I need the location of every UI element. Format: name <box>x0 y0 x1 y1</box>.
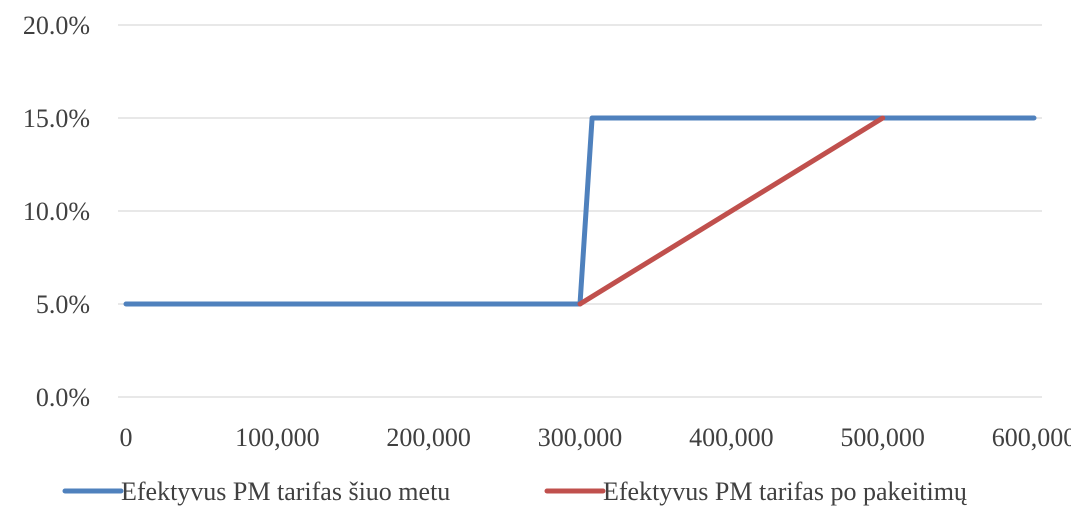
y-tick-label: 15.0% <box>23 104 90 133</box>
y-axis-tick-labels: 0.0% 5.0% 10.0% 15.0% 20.0% <box>23 11 90 412</box>
x-axis-tick-labels: 0 100,000 200,000 300,000 400,000 500,000 600,… <box>120 423 1071 452</box>
x-tick-label: 100,000 <box>235 423 320 452</box>
x-tick-label: 0 <box>120 423 133 452</box>
series-lines <box>123 115 1037 307</box>
legend-label-2: Efektyvus PM tarifas po pakeitimų <box>603 477 968 506</box>
x-tick-label: 600,000 <box>992 423 1071 452</box>
legend-label-1: Efektyvus PM tarifas šiuo metu <box>121 477 450 506</box>
y-tick-label: 10.0% <box>23 197 90 226</box>
y-tick-label: 5.0% <box>36 290 90 319</box>
gridlines <box>118 24 1042 398</box>
y-tick-label: 0.0% <box>36 383 90 412</box>
x-tick-label: 500,000 <box>840 423 925 452</box>
y-tick-label: 20.0% <box>23 11 90 40</box>
x-tick-label: 200,000 <box>386 423 471 452</box>
x-tick-label: 300,000 <box>538 423 623 452</box>
legend: Efektyvus PM tarifas šiuo metu Efektyvus … <box>62 477 968 506</box>
series-line-1 <box>123 115 1037 307</box>
series-line-2 <box>577 115 886 307</box>
x-tick-label: 400,000 <box>689 423 774 452</box>
